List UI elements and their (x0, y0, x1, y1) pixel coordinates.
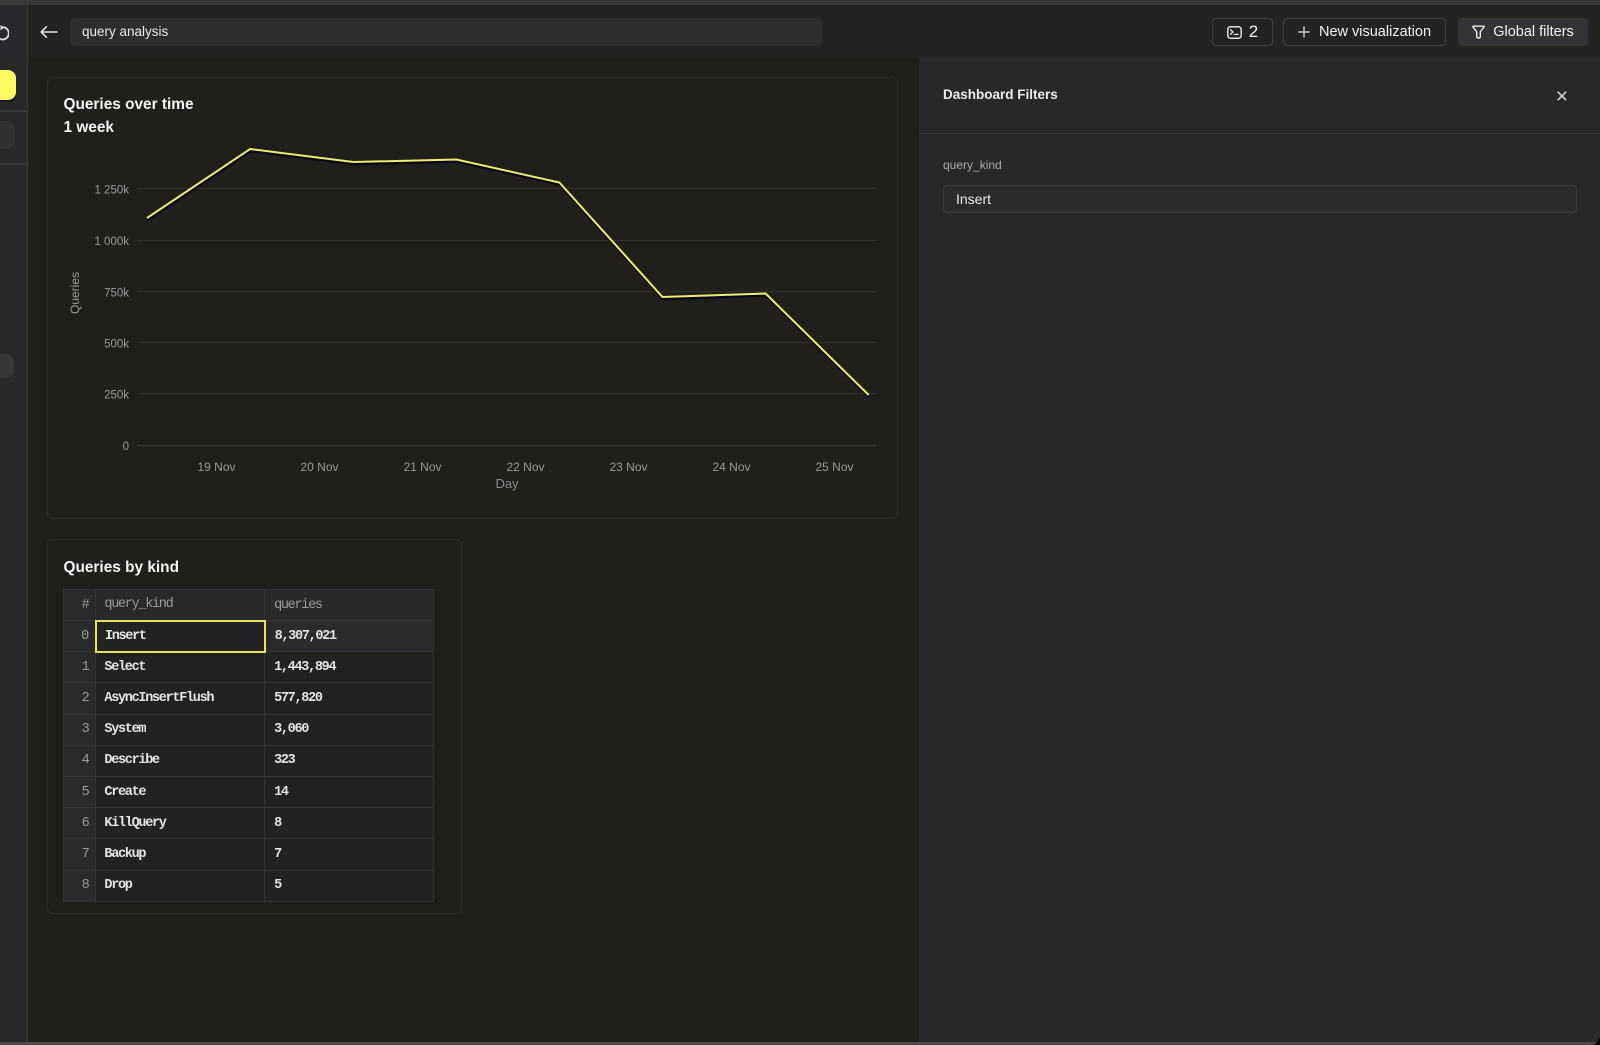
svg-text:Queries: Queries (68, 272, 82, 314)
svg-text:0: 0 (122, 441, 128, 453)
svg-text:23 Nov: 23 Nov (609, 460, 647, 474)
svg-text:20 Nov: 20 Nov (300, 460, 338, 474)
svg-text:21 Nov: 21 Nov (403, 460, 441, 474)
svg-text:1 250k: 1 250k (94, 185, 129, 197)
svg-text:1 000k: 1 000k (94, 236, 129, 248)
svg-text:250k: 250k (104, 390, 129, 402)
svg-text:Day: Day (495, 476, 519, 491)
svg-text:750k: 750k (104, 288, 129, 300)
svg-text:19 Nov: 19 Nov (197, 460, 235, 474)
svg-text:22 Nov: 22 Nov (506, 460, 544, 474)
svg-text:25 Nov: 25 Nov (815, 460, 853, 474)
svg-text:24 Nov: 24 Nov (712, 460, 750, 474)
svg-text:500k: 500k (104, 339, 129, 351)
